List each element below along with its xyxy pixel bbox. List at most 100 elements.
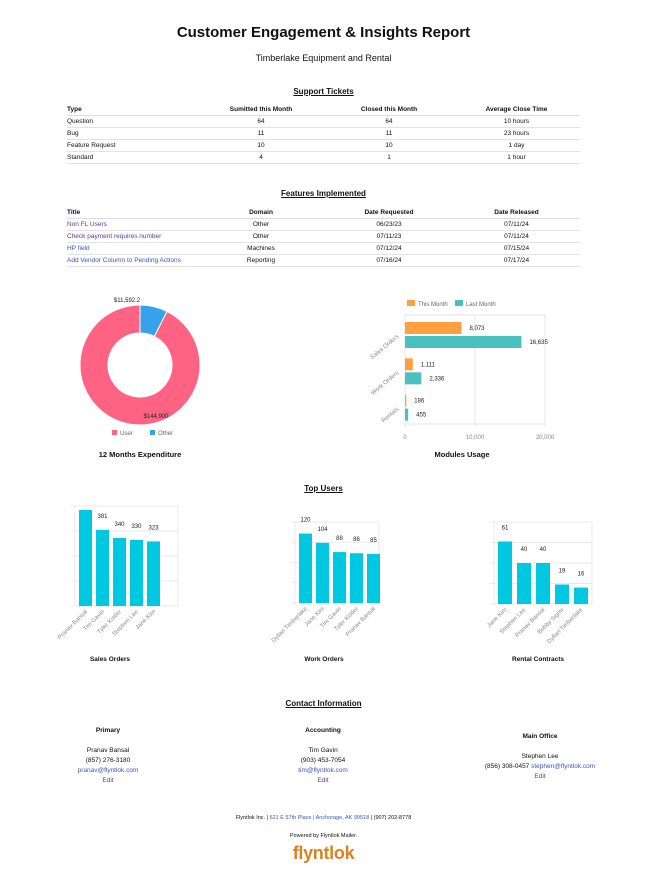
legend-swatch [455, 300, 463, 306]
table-cell: 1 [325, 151, 453, 164]
bar [113, 538, 126, 606]
table-header-row: Title Domain Date Requested Date Release… [67, 207, 580, 219]
feature-link[interactable]: HP field [67, 242, 197, 255]
table-cell: Question [67, 115, 197, 128]
flyntlok-logo: flyntlok [292, 843, 355, 863]
column-header: Date Released [453, 207, 580, 219]
footer-address-link[interactable]: 621 E 57th Place | Anchorage, AK 99518 [269, 815, 370, 821]
edit-link[interactable]: Edit [534, 773, 546, 780]
footer-phone: (907) 202-8778 [373, 815, 412, 821]
table-cell: Reporting [197, 254, 325, 267]
contact-email[interactable]: stephen@flyntlok.com [531, 763, 596, 770]
sales-orders-chart-title: Sales Orders [89, 656, 131, 663]
bar-value-label: 186 [414, 399, 425, 405]
feature-link[interactable]: Non FL Users [67, 218, 197, 231]
x-category-label: Pranav Bansal [57, 609, 89, 641]
legend-label: Last Month [466, 302, 496, 308]
edit-link[interactable]: Edit [102, 777, 114, 784]
bar-value-label: 340 [114, 522, 125, 528]
legend-swatch-other [150, 430, 155, 435]
modules-usage-chart-title: Modules Usage [434, 450, 490, 459]
bar [350, 553, 363, 603]
bar-value-label: 1,111 [421, 362, 436, 368]
column-header: Date Requested [325, 207, 453, 219]
pie-slice-other [139, 304, 168, 338]
modules-usage-chart: This Month Last Month 0 10,000 20,000 8,073 16… [370, 300, 555, 441]
bar-value-label: 381 [97, 514, 108, 520]
pie-value-label: $11,592.2 [114, 298, 141, 304]
features-table: Title Domain Date Requested Date Release… [67, 207, 580, 267]
table-row: Check payment requires number Other 07/11/… [67, 230, 580, 243]
bar [574, 587, 588, 604]
x-category-label: Dyllan Timberlake [546, 607, 584, 645]
table-header-row: Type Sumitted this Month Closed this Mon… [67, 104, 580, 116]
top-users-title: Top Users [304, 484, 343, 493]
legend-label-other: Other [158, 431, 173, 437]
bar-value-label: 120 [300, 518, 311, 524]
table-cell: 06/23/23 [325, 218, 453, 231]
bar-value-label: 40 [540, 547, 547, 553]
bar-value-label: 16,635 [529, 340, 548, 346]
contact-name: Pranav Bansal [86, 747, 130, 754]
column-header: Type [67, 104, 197, 116]
bar [498, 541, 512, 604]
bar-value-label: 2,336 [429, 376, 445, 382]
table-cell: 4 [197, 151, 325, 164]
bar-value-label: 16 [578, 572, 585, 578]
features-title: Features Implemented [281, 189, 366, 198]
y-category-label: Work Orders [370, 370, 400, 396]
powered-by: Powered by Flyntlok Mailer. [289, 833, 358, 839]
table-cell: 07/16/24 [325, 254, 453, 267]
table-cell: 10 [325, 139, 453, 152]
bar [79, 510, 92, 606]
bar [147, 541, 160, 606]
bar-value-label: 19 [559, 569, 566, 575]
bar-value-label: 88 [336, 536, 343, 542]
work-orders-chart-title: Work Orders [304, 656, 344, 663]
x-tick-label: 20,000 [536, 435, 555, 441]
table-row: Standard 4 1 1 hour [67, 151, 580, 164]
table-cell: Bug [67, 127, 197, 140]
table-cell: 10 hours [453, 115, 580, 128]
bar-value-label: 455 [416, 413, 427, 419]
feature-link[interactable]: Check payment requires number [67, 230, 197, 243]
bar-this-month [405, 358, 413, 371]
bar [367, 553, 380, 603]
table-cell: 23 hours [453, 127, 580, 140]
bar [333, 552, 346, 603]
pie-value-label: $144,900 [143, 414, 169, 420]
feature-link[interactable]: Add Vendor Column to Pending Actions [67, 254, 197, 267]
table-row: Non FL Users Other 06/23/23 07/11/24 [67, 218, 580, 231]
bar-this-month [405, 322, 462, 334]
table-cell: 1 hour [453, 151, 580, 164]
company-name: Timberlake Equipment and Rental [255, 53, 392, 63]
table-row: Add Vendor Column to Pending Actions Repo… [67, 254, 580, 267]
table-cell: 1 day [453, 139, 580, 152]
expenditure-chart: $144,900 $11,592.2 User Other [79, 298, 201, 437]
y-category-label: Sales Orders [370, 334, 401, 361]
contact-role: Primary [95, 727, 121, 734]
table-cell: 10 [197, 139, 325, 152]
bar [555, 584, 569, 604]
contact-email[interactable]: tim@flyntlok.com [298, 767, 348, 774]
bar-value-label: 104 [317, 527, 328, 533]
contact-phone: (857) 276-3180 [85, 757, 131, 764]
expenditure-chart-title: 12 Months Expenditure [98, 450, 182, 459]
column-header: Title [67, 207, 197, 219]
table-cell: 11 [197, 127, 325, 140]
contact-accounting: Accounting Tim Gavin (903) 453-7054 tim@… [263, 726, 383, 786]
bar [517, 563, 531, 604]
column-header: Domain [197, 207, 325, 219]
table-cell: 07/11/24 [453, 230, 580, 243]
bar-this-month [405, 394, 407, 407]
contact-email[interactable]: pranav@flyntlok.com [77, 767, 139, 774]
bar [96, 529, 109, 606]
table-cell: Standard [67, 151, 197, 164]
contact-phone: (856) 308-0457 [484, 763, 530, 770]
table-cell: 64 [325, 115, 453, 128]
edit-link[interactable]: Edit [317, 777, 329, 784]
bar-value-label: 86 [353, 537, 360, 543]
